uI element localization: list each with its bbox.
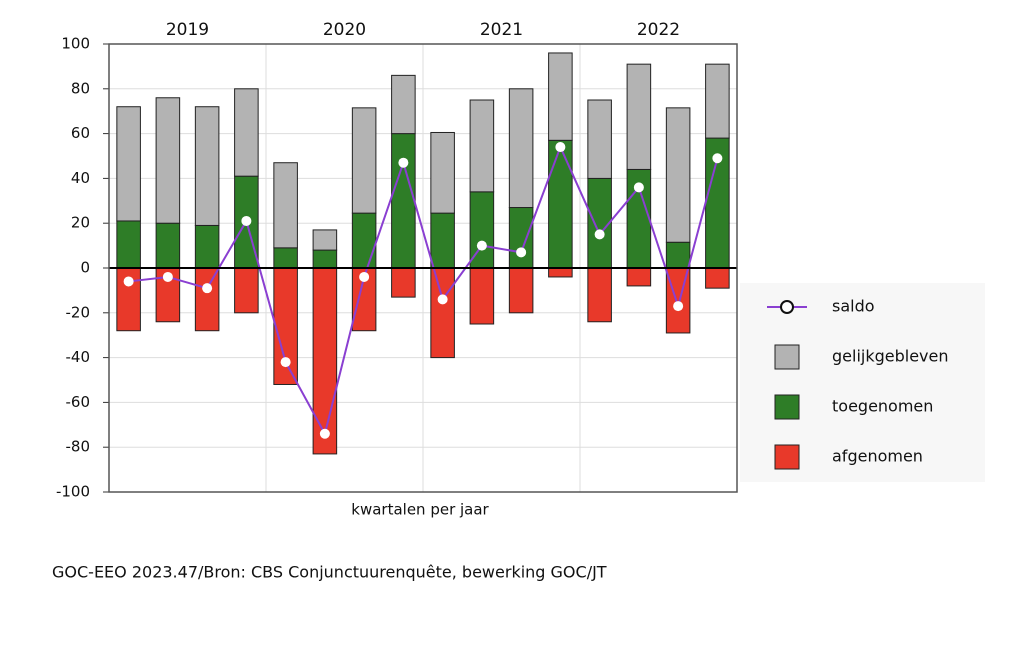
bar — [312, 249, 338, 269]
bar — [469, 99, 495, 193]
legend-label: afgenomen — [832, 447, 923, 466]
y-tick-label: 20 — [71, 214, 90, 232]
saldo-point — [633, 182, 644, 193]
bar — [116, 220, 141, 269]
group-label: 2022 — [637, 20, 680, 40]
saldo-point — [712, 153, 723, 164]
saldo-point — [476, 240, 487, 251]
bar — [234, 267, 259, 314]
bar — [273, 247, 298, 269]
y-tick-label: -20 — [66, 303, 91, 321]
bar — [234, 88, 259, 177]
bar — [705, 63, 730, 139]
legend-label: saldo — [832, 297, 875, 316]
y-tick-label: -60 — [66, 393, 91, 411]
bar — [587, 267, 612, 323]
bar — [273, 162, 298, 249]
saldo-point — [280, 357, 291, 368]
saldo-point — [162, 271, 173, 282]
bar — [626, 267, 652, 287]
y-tick-label: 40 — [71, 169, 90, 187]
bar — [548, 267, 573, 278]
saldo-point — [359, 271, 370, 282]
y-tick-label: -80 — [66, 438, 91, 456]
saldo-point — [673, 301, 684, 312]
bar — [391, 74, 416, 135]
bar — [587, 99, 612, 179]
saldo-point — [241, 215, 252, 226]
saldo-point — [437, 294, 448, 305]
bar — [508, 88, 534, 209]
plot-frame — [108, 43, 738, 493]
bar — [312, 229, 338, 251]
legend-label: toegenomen — [832, 397, 933, 416]
saldo-point — [594, 229, 605, 240]
saldo-line — [128, 144, 719, 437]
saldo-point — [123, 276, 134, 287]
bar — [508, 207, 534, 269]
legend-label: gelijkgebleven — [832, 347, 949, 366]
legend-swatch — [774, 344, 800, 370]
y-tick-label: 60 — [71, 124, 90, 142]
y-tick-label: 0 — [80, 259, 90, 277]
bar — [665, 241, 691, 269]
group-label: 2019 — [166, 20, 209, 40]
bar — [194, 106, 220, 226]
bar — [194, 267, 220, 332]
bar — [351, 107, 377, 214]
group-label: 2021 — [480, 20, 523, 40]
bar — [312, 267, 338, 455]
bar — [469, 267, 495, 325]
bar — [430, 212, 455, 269]
saldo-point — [398, 157, 409, 168]
bar — [665, 107, 691, 243]
bar — [430, 131, 455, 214]
bar — [430, 267, 455, 359]
bar — [548, 52, 573, 141]
y-tick-label: -40 — [66, 348, 91, 366]
saldo-point — [202, 283, 213, 294]
x-axis-label: kwartalen per jaar — [351, 501, 489, 519]
bar — [508, 267, 534, 314]
bar — [351, 212, 377, 269]
y-tick-label: -100 — [56, 483, 90, 501]
bar — [391, 133, 416, 269]
bar — [194, 224, 220, 269]
saldo-point — [516, 247, 527, 258]
bar — [391, 267, 416, 298]
bar — [155, 222, 181, 269]
bar — [116, 106, 141, 222]
group-label: 2020 — [323, 20, 366, 40]
bar — [548, 139, 573, 269]
legend-marker — [780, 300, 794, 314]
source-note: GOC-EEO 2023.47/Bron: CBS Conjunctuurenq… — [52, 563, 607, 582]
legend-swatch — [774, 394, 800, 420]
saldo-point — [555, 142, 566, 153]
bar — [626, 63, 652, 170]
y-tick-label: 100 — [61, 35, 90, 53]
bar — [155, 97, 181, 224]
y-tick-label: 80 — [71, 79, 90, 97]
legend-swatch — [774, 444, 800, 470]
bar — [705, 267, 730, 289]
saldo-point — [319, 428, 330, 439]
